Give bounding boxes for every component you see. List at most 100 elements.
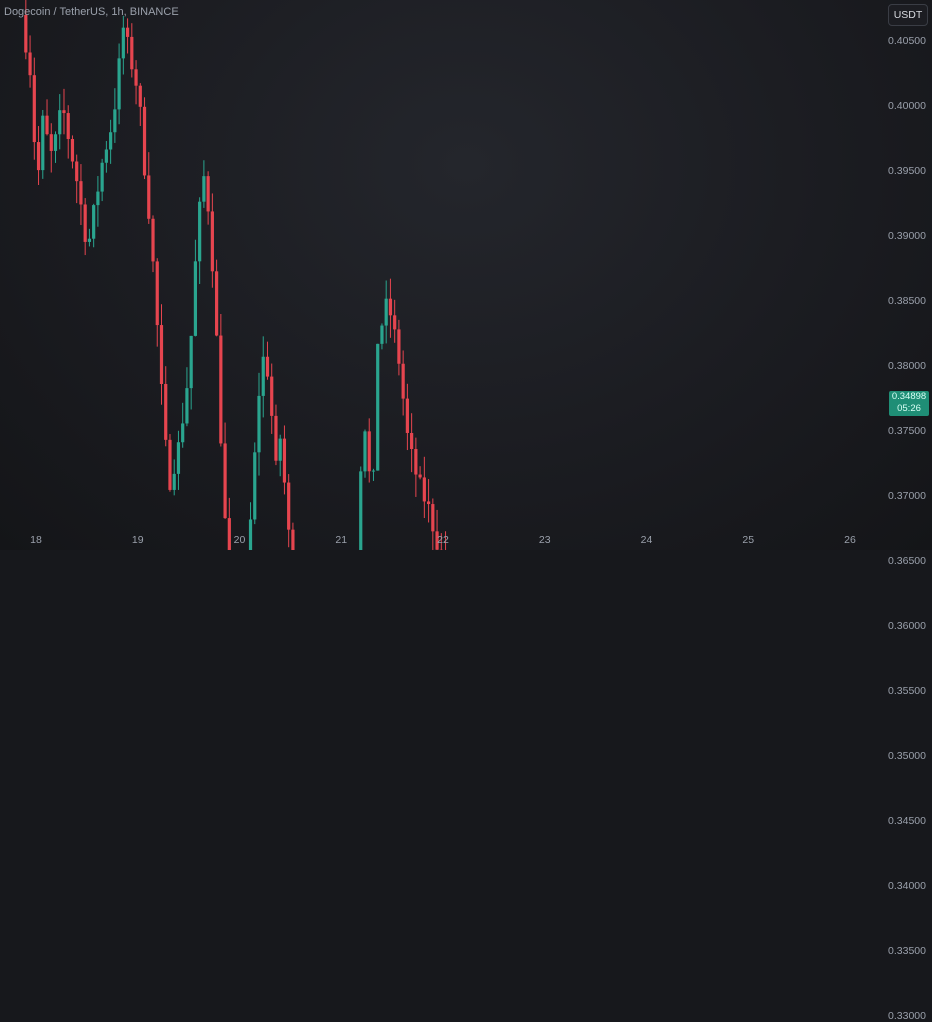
candle-body bbox=[101, 163, 104, 192]
candle-body bbox=[274, 416, 277, 461]
candle-body bbox=[54, 134, 57, 151]
chart-window: Dogecoin / TetherUS, 1h, BINANCE USDT 0.… bbox=[0, 0, 932, 550]
price-tick-label: 0.37500 bbox=[888, 425, 926, 437]
candle-body bbox=[194, 261, 197, 336]
candle-body bbox=[75, 161, 78, 181]
candle-body bbox=[79, 181, 82, 204]
candle-body bbox=[67, 113, 70, 139]
candle-body bbox=[24, 15, 27, 52]
candle-body bbox=[363, 431, 366, 471]
candle-body bbox=[393, 315, 396, 329]
candle-body bbox=[385, 299, 388, 326]
candle-body bbox=[33, 75, 36, 142]
candle-body bbox=[291, 530, 294, 550]
candle-body bbox=[257, 396, 260, 452]
time-tick-label: 26 bbox=[844, 534, 856, 546]
candle-body bbox=[96, 192, 99, 206]
time-tick-label: 25 bbox=[742, 534, 754, 546]
price-tick-label: 0.39500 bbox=[888, 165, 926, 177]
candle-body bbox=[160, 325, 163, 384]
candle-body bbox=[41, 116, 44, 170]
price-tick-label: 0.38000 bbox=[888, 360, 926, 372]
candle-body bbox=[219, 336, 222, 444]
candle-body bbox=[211, 211, 214, 271]
candle-body bbox=[198, 202, 201, 262]
price-tick-label: 0.40000 bbox=[888, 100, 926, 112]
candle-body bbox=[410, 433, 413, 449]
last-price-value: 0.34898 bbox=[889, 391, 929, 403]
price-tick-label: 0.37000 bbox=[888, 490, 926, 502]
candle-body bbox=[28, 52, 31, 75]
candle-body bbox=[253, 452, 256, 519]
candle-body bbox=[207, 176, 210, 211]
candle-body bbox=[62, 110, 65, 113]
candle-body bbox=[139, 86, 142, 107]
candle-body bbox=[228, 518, 231, 550]
candle-body bbox=[92, 205, 95, 239]
time-tick-label: 19 bbox=[132, 534, 144, 546]
candle-body bbox=[185, 388, 188, 423]
candle-body bbox=[181, 423, 184, 442]
candle-body bbox=[71, 139, 74, 161]
candle-body bbox=[419, 475, 422, 478]
candle-body bbox=[223, 443, 226, 518]
price-tick-label: 0.35000 bbox=[888, 750, 926, 762]
candle-body bbox=[279, 439, 282, 461]
candle-body bbox=[287, 483, 290, 530]
candle-body bbox=[156, 261, 159, 325]
candle-body bbox=[380, 326, 383, 344]
candle-body bbox=[134, 69, 137, 85]
price-tick-label: 0.36000 bbox=[888, 620, 926, 632]
candle-body bbox=[105, 150, 108, 163]
price-tick-label: 0.36500 bbox=[888, 555, 926, 567]
candle-body bbox=[397, 329, 400, 363]
candle-body bbox=[427, 501, 430, 504]
candle-body bbox=[130, 37, 133, 69]
price-tick-label: 0.34000 bbox=[888, 880, 926, 892]
candle-body bbox=[45, 116, 48, 135]
candle-body bbox=[283, 439, 286, 483]
candle-body bbox=[113, 109, 116, 132]
candle-body bbox=[262, 357, 265, 396]
candle-body bbox=[173, 474, 176, 490]
price-tick-label: 0.39000 bbox=[888, 230, 926, 242]
time-tick-label: 22 bbox=[437, 534, 449, 546]
candle-body bbox=[423, 477, 426, 501]
candle-body bbox=[117, 58, 120, 109]
candle-body bbox=[88, 239, 91, 242]
candle-body bbox=[50, 134, 53, 151]
candle-body bbox=[402, 364, 405, 399]
candle-body bbox=[58, 110, 61, 134]
candle-body bbox=[109, 132, 112, 149]
price-tick-label: 0.34500 bbox=[888, 815, 926, 827]
candle-body bbox=[431, 504, 434, 531]
candle-body bbox=[270, 377, 273, 416]
candle-body bbox=[126, 28, 129, 37]
candle-body bbox=[164, 384, 167, 440]
price-tick-label: 0.38500 bbox=[888, 295, 926, 307]
candle-body bbox=[376, 344, 379, 471]
candle-body bbox=[266, 357, 269, 377]
price-tick-label: 0.33000 bbox=[888, 1010, 926, 1022]
candle-body bbox=[406, 399, 409, 433]
candle-body bbox=[122, 28, 125, 59]
time-tick-label: 20 bbox=[234, 534, 246, 546]
time-tick-label: 23 bbox=[539, 534, 551, 546]
candle-body bbox=[151, 219, 154, 262]
time-tick-label: 18 bbox=[30, 534, 42, 546]
candle-body bbox=[249, 519, 252, 550]
candle-body bbox=[389, 299, 392, 316]
price-chart[interactable] bbox=[0, 0, 932, 550]
price-tick-label: 0.40500 bbox=[888, 35, 926, 47]
candle-body bbox=[37, 142, 40, 170]
candle-body bbox=[177, 442, 180, 474]
price-tick-label: 0.33500 bbox=[888, 945, 926, 957]
candles-layer bbox=[24, 0, 761, 550]
candle-body bbox=[368, 431, 371, 471]
candle-body bbox=[359, 471, 362, 550]
candle-body bbox=[84, 204, 87, 241]
currency-button[interactable]: USDT bbox=[888, 4, 928, 26]
candle-body bbox=[168, 440, 171, 490]
candle-body bbox=[414, 449, 417, 475]
candle-body bbox=[215, 271, 218, 335]
